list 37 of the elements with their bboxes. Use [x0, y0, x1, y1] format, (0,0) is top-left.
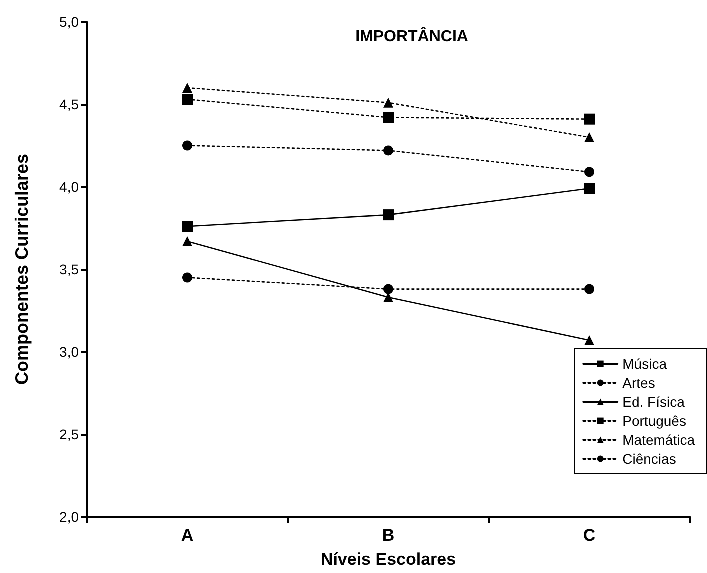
point: [384, 284, 394, 294]
y-tick-label: 4,5: [60, 96, 80, 112]
point: [182, 272, 192, 283]
x-tick-label: C: [583, 526, 596, 545]
point: [182, 94, 193, 106]
point: [584, 335, 594, 346]
point: [182, 236, 192, 246]
legend-label: Português: [622, 413, 686, 429]
x-tick-label: A: [181, 526, 194, 545]
point: [182, 83, 192, 93]
point: [182, 140, 192, 151]
legend-label: Matemática: [622, 432, 696, 448]
y-axis-title: Componentes Curriculares: [12, 154, 32, 386]
point: [584, 114, 595, 125]
point: [584, 132, 594, 142]
point: [584, 284, 594, 294]
point: [584, 183, 595, 194]
x-axis-title: Níveis Escolares: [320, 550, 456, 569]
y-tick-label: 3,5: [60, 262, 80, 278]
point: [584, 167, 594, 178]
x-tick-label: B: [382, 526, 395, 545]
y-tick-label: 5,0: [60, 14, 80, 30]
y-tick-label: 3,0: [60, 344, 80, 360]
point: [384, 292, 394, 303]
legend-label: Artes: [622, 375, 656, 391]
point: [383, 210, 394, 221]
chart-title: IMPORTÂNCIA: [356, 26, 469, 46]
point: [384, 146, 394, 156]
y-tick-label: 4,0: [60, 179, 80, 195]
point: [384, 98, 394, 108]
y-tick-label: 2,5: [60, 426, 80, 442]
point: [182, 221, 193, 232]
point: [383, 112, 394, 124]
legend-label: Música: [622, 356, 668, 372]
y-tick-label: 2,0: [60, 509, 80, 525]
legend-label: Ciências: [622, 451, 676, 467]
legend-label: Ed. Física: [622, 394, 686, 410]
